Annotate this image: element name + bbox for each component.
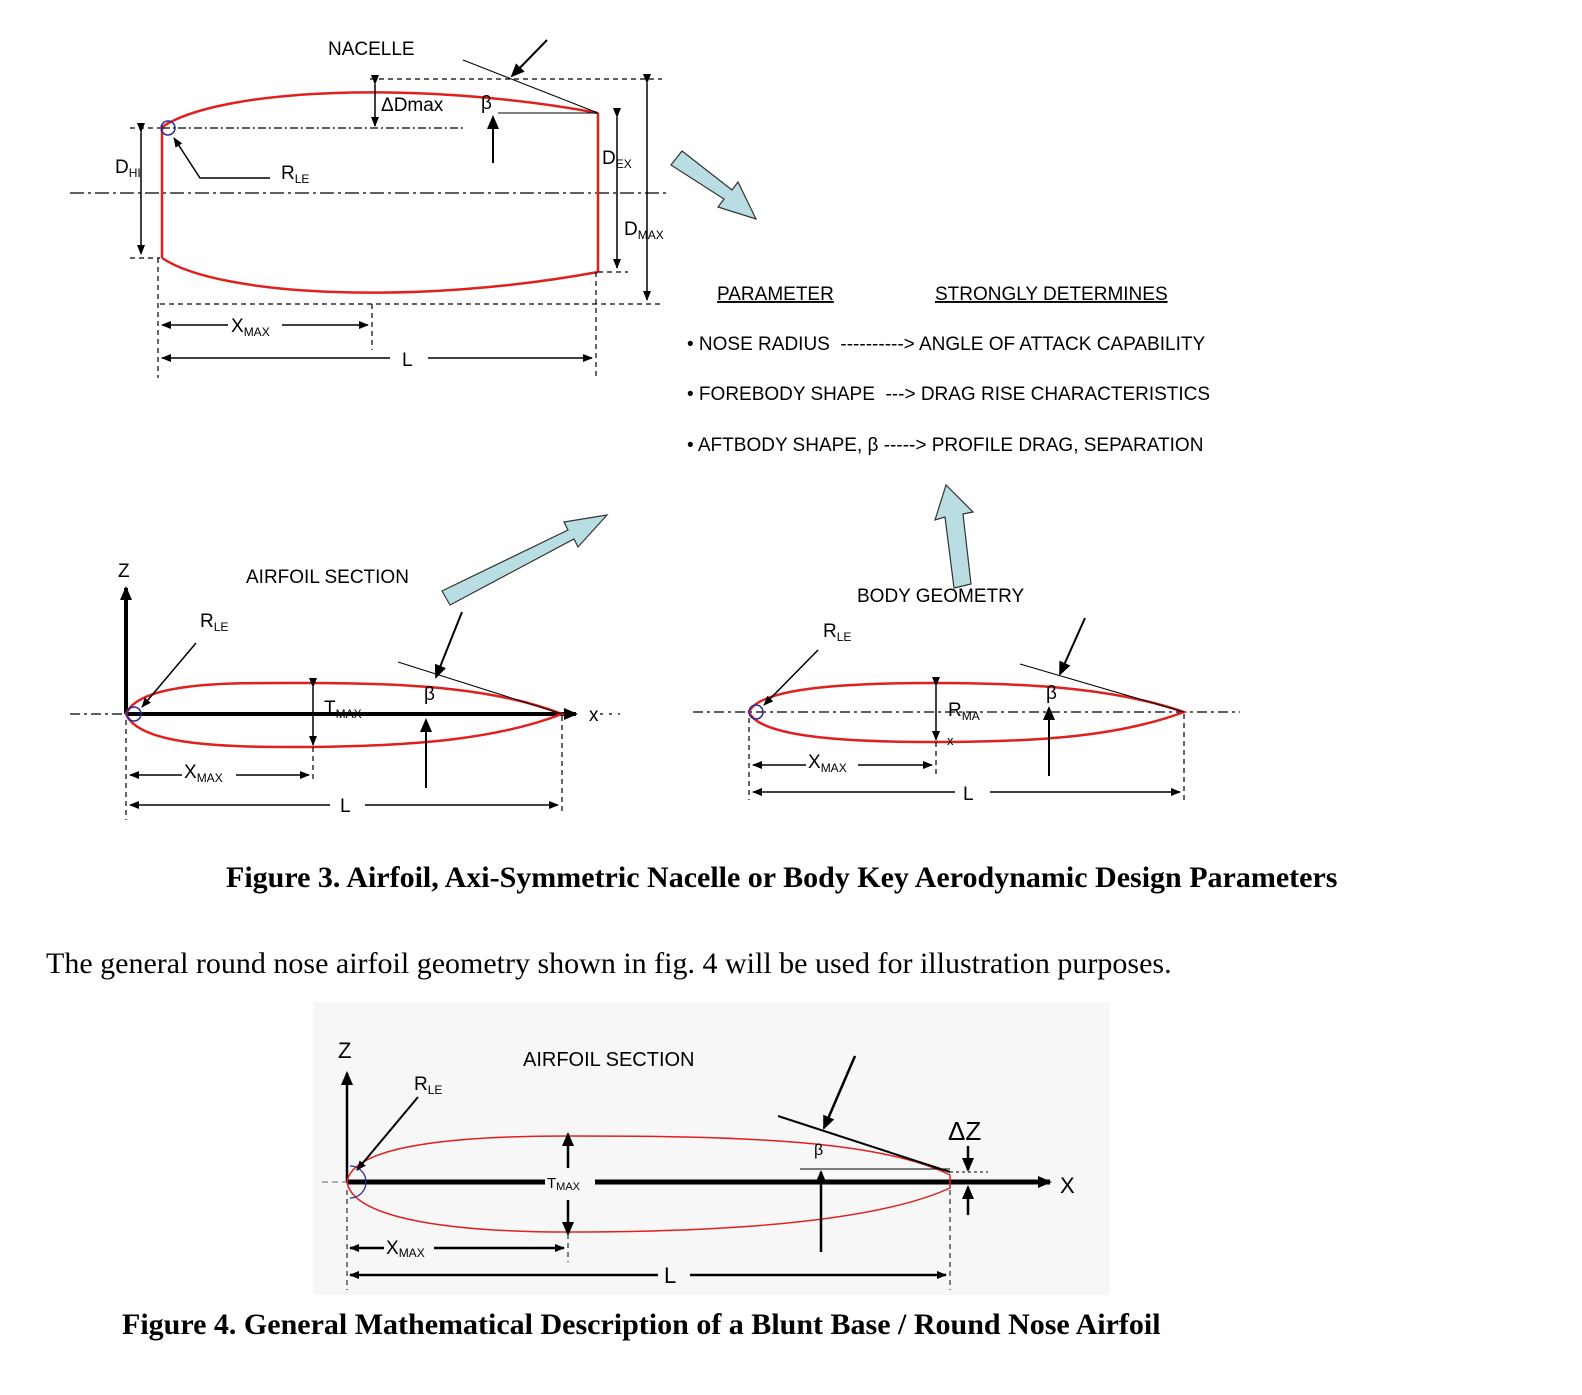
d-ex-label: DEX — [602, 148, 632, 171]
airfoil-x-max-label: XMAX — [184, 762, 223, 785]
arrow-body-to-table — [934, 483, 975, 589]
nacelle-lower-profile — [161, 256, 599, 294]
fig4-length-label: L — [664, 1263, 676, 1288]
table-row-forebody: • FOREBODY SHAPE ---> DRAG RISE CHARACTE… — [687, 384, 1210, 405]
fig4-nose-circle — [349, 1165, 367, 1199]
nacelle-x-max-label: XMAX — [231, 316, 270, 339]
fig4-x-max-label: XMAX — [386, 1238, 425, 1260]
d-hi-label: DHI — [115, 157, 141, 180]
fig4-z-label: Z — [338, 1038, 351, 1063]
nacelle-title: NACELLE — [328, 39, 415, 60]
fig4-delta-z-label: ΔZ — [948, 1116, 981, 1146]
fig4-t-max-label: TMAX — [547, 1175, 581, 1193]
d-max-label: DMAX — [624, 219, 664, 242]
nacelle-diagram: NACELLE ΔDmax β DHI RLE DEX DMAX XMAX L — [70, 39, 670, 378]
parameter-table: PARAMETER STRONGLY DETERMINES • NOSE RAD… — [687, 284, 1210, 456]
table-header-determines: STRONGLY DETERMINES — [935, 284, 1168, 305]
nacelle-length-label: L — [402, 350, 413, 371]
body-r-max-label: RMA — [948, 700, 980, 723]
airfoil-title: AIRFOIL SECTION — [246, 567, 409, 588]
figure-4-diagram: Z AIRFOIL SECTION RLE TMAX β ΔZ X XMAX L — [313, 1002, 1110, 1295]
table-header-parameter: PARAMETER — [717, 284, 834, 305]
flow-arrows — [441, 150, 975, 606]
fig4-beta-label: β — [814, 1142, 823, 1159]
airfoil-diagram: Z AIRFOIL SECTION RLE TMAX β x XMAX L — [70, 561, 620, 820]
airfoil-nose-circle — [126, 706, 142, 722]
figure-3-caption: Figure 3. Airfoil, Axi-Symmetric Nacelle… — [226, 861, 1338, 894]
fig4-airfoil-profile — [346, 1135, 951, 1233]
fig4-x-label: X — [1060, 1173, 1075, 1198]
figure-4-background — [313, 1002, 1110, 1295]
airfoil-x-label: x — [589, 705, 599, 726]
arrow-airfoil-to-table — [441, 514, 609, 606]
figure-4-caption: Figure 4. General Mathematical Descripti… — [122, 1308, 1161, 1341]
airfoil-length-label: L — [340, 796, 351, 817]
arrow-nacelle-to-table — [670, 150, 758, 220]
nacelle-beta-label: β — [481, 93, 492, 114]
body-nose-circle — [748, 704, 764, 720]
body-x-max-label: XMAX — [808, 752, 847, 775]
airfoil-r-le-label: RLE — [200, 611, 228, 634]
body-beta-label: β — [1046, 683, 1057, 704]
table-row-nose-radius: • NOSE RADIUS ----------> ANGLE OF ATTAC… — [687, 334, 1205, 355]
fig4-title: AIRFOIL SECTION — [523, 1049, 695, 1071]
body-geometry-diagram: BODY GEOMETRY RLE RMA x β XMAX L — [693, 586, 1240, 805]
delta-dmax-label: ΔDmax — [381, 95, 444, 116]
airfoil-beta-label: β — [424, 684, 435, 705]
body-length-label: L — [963, 784, 974, 805]
body-r-le-label: RLE — [823, 621, 851, 644]
table-row-aftbody: • AFTBODY SHAPE, β -----> PROFILE DRAG, … — [687, 435, 1203, 456]
body-r-max-x-label: x — [947, 733, 954, 748]
fig4-r-le-label: RLE — [414, 1074, 442, 1097]
airfoil-z-label: Z — [118, 561, 130, 582]
nacelle-r-le-label: RLE — [281, 163, 309, 186]
body-paragraph: The general round nose airfoil geometry … — [46, 947, 1172, 980]
airfoil-t-max-label: TMAX — [324, 698, 362, 721]
nacelle-upper-profile — [161, 91, 599, 129]
body-title: BODY GEOMETRY — [857, 586, 1024, 607]
